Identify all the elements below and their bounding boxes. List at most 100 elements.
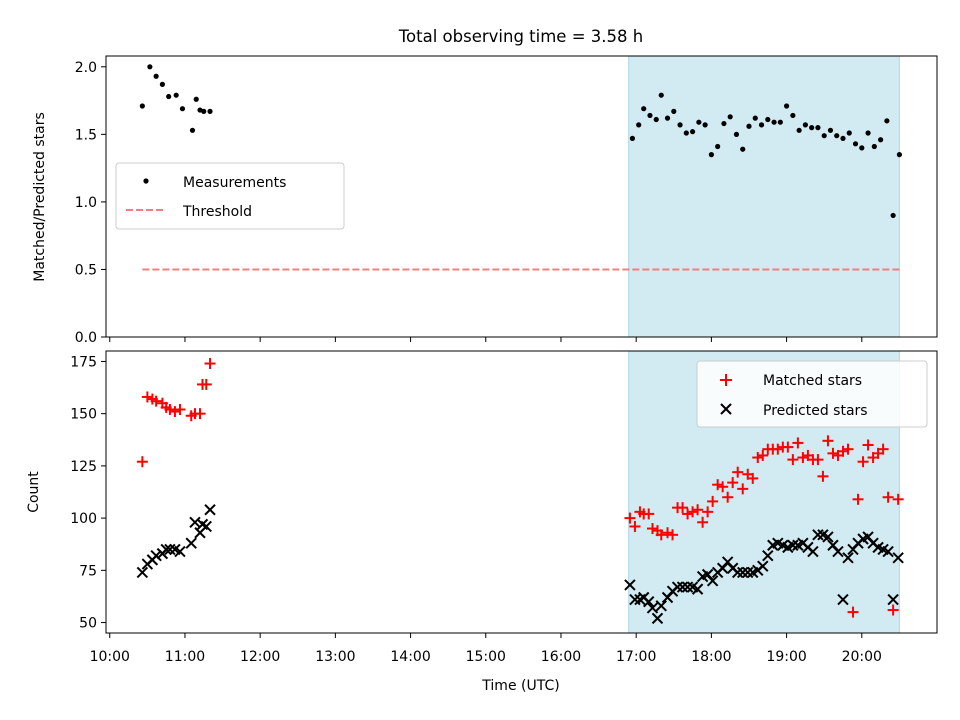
- measurement-point: [207, 108, 213, 114]
- predicted-point: [646, 602, 659, 614]
- predicted-point: [887, 593, 899, 606]
- measurement-point: [783, 103, 790, 109]
- predicted-point: [787, 539, 799, 551]
- matched-point: [727, 477, 739, 489]
- matched-point: [892, 493, 904, 505]
- matched-point: [150, 395, 162, 407]
- predicted-point: [822, 531, 834, 543]
- bottom-y-axis: 50 75 100 125 150 175: [70, 354, 106, 632]
- measurement-point: [727, 114, 733, 120]
- y-tick-label: 1.5: [75, 127, 97, 143]
- bottom-y-axis-label: Count: [26, 471, 42, 513]
- matched-point: [792, 437, 804, 449]
- y-tick-label: 0.5: [75, 262, 97, 278]
- measurement-point: [865, 130, 871, 136]
- matched-point: [772, 443, 784, 455]
- predicted-point: [737, 566, 749, 579]
- predicted-point: [185, 537, 197, 549]
- matched-point: [712, 479, 724, 491]
- matched-point: [887, 604, 899, 616]
- predicted-point: [691, 583, 704, 595]
- matched-point: [827, 447, 839, 459]
- predicted-point: [892, 552, 904, 564]
- measurement-point: [758, 122, 765, 128]
- predicted-point: [706, 575, 719, 587]
- x-tick-label: 14:00: [390, 649, 430, 665]
- measurement-point: [790, 112, 796, 119]
- measurement-point: [821, 133, 827, 139]
- matched-point: [667, 529, 679, 541]
- measurement-point: [733, 131, 740, 137]
- predicted-point: [136, 566, 149, 579]
- bottom-x-axis: 10:00 11:00 12:00 13:00 14:00 15:00 16:00 17:00…: [90, 633, 882, 665]
- predicted-point: [832, 545, 844, 558]
- measurement-point: [179, 106, 186, 112]
- measurement-point: [173, 92, 179, 98]
- measurement-point: [840, 135, 846, 142]
- measurement-point: [702, 122, 708, 128]
- measurement-point: [715, 143, 721, 150]
- x-tick-label: 12:00: [240, 649, 280, 665]
- measurement-point: [153, 73, 159, 79]
- measurement-point: [771, 119, 777, 125]
- measurement-point: [201, 108, 207, 114]
- matched-point: [136, 456, 148, 468]
- top-plot-marks: [139, 64, 902, 271]
- measurement-point: [721, 120, 727, 127]
- measurement-point: [846, 130, 852, 136]
- legend-predicted-label: Predicted stars: [763, 403, 868, 419]
- measurement-point: [664, 115, 671, 121]
- measurement-point: [802, 122, 808, 128]
- matched-point: [194, 408, 206, 420]
- bottom-legend: Matched stars Predicted stars: [696, 360, 928, 428]
- measurement-point: [834, 133, 840, 139]
- bottom-panel: 50 75 100 125 150 175 10:00 11:00 12:00 13:00 14:…: [26, 350, 938, 694]
- predicted-point: [742, 566, 754, 579]
- measurement-point: [636, 122, 642, 128]
- predicted-point: [651, 612, 664, 625]
- measurement-point: [708, 152, 714, 158]
- predicted-point: [676, 581, 689, 593]
- predicted-point: [681, 581, 694, 593]
- matched-point: [646, 523, 658, 535]
- matched-point: [200, 378, 212, 390]
- x-tick-label: 20:00: [842, 649, 882, 665]
- measurement-point: [752, 115, 758, 121]
- top-x-ticks: [109, 337, 863, 342]
- x-tick-label: 17:00: [616, 649, 656, 665]
- matched-point: [655, 529, 667, 541]
- x-axis-label: Time (UTC): [481, 678, 559, 694]
- matched-point: [782, 441, 794, 453]
- x-tick-label: 19:00: [766, 649, 806, 665]
- x-tick-label: 11:00: [165, 649, 205, 665]
- y-tick-label: 150: [70, 407, 97, 423]
- matched-point: [682, 508, 694, 520]
- legend-predicted-marker: [720, 403, 732, 415]
- legend-measurements-marker: [143, 178, 149, 184]
- matched-point: [837, 445, 849, 457]
- measurement-point: [852, 141, 859, 147]
- predicted-point: [204, 504, 216, 516]
- top-panel: 0.00.51.01.52.0 Matched/Predicted stars …: [32, 55, 938, 346]
- measurement-point: [815, 125, 821, 131]
- predicted-point: [655, 600, 667, 612]
- matched-point: [787, 454, 799, 466]
- measurement-point: [877, 137, 884, 143]
- predicted-point: [174, 545, 186, 558]
- predicted-point: [812, 529, 824, 541]
- predicted-point: [624, 579, 636, 591]
- measurement-point: [859, 145, 865, 151]
- measurement-point: [189, 127, 196, 133]
- predicted-point: [807, 545, 819, 558]
- measurement-point: [740, 146, 746, 152]
- top-observing-window-shade: [628, 55, 900, 338]
- y-tick-label: 2.0: [75, 60, 97, 76]
- measurement-point: [871, 143, 877, 150]
- bottom-plot-marks: [136, 358, 904, 625]
- measurement-point: [746, 123, 752, 129]
- matched-point: [877, 443, 889, 455]
- measurement-point: [671, 108, 677, 114]
- x-tick-label: 16:00: [541, 649, 581, 665]
- y-tick-label: 1.0: [75, 195, 97, 211]
- measurement-point: [765, 116, 771, 123]
